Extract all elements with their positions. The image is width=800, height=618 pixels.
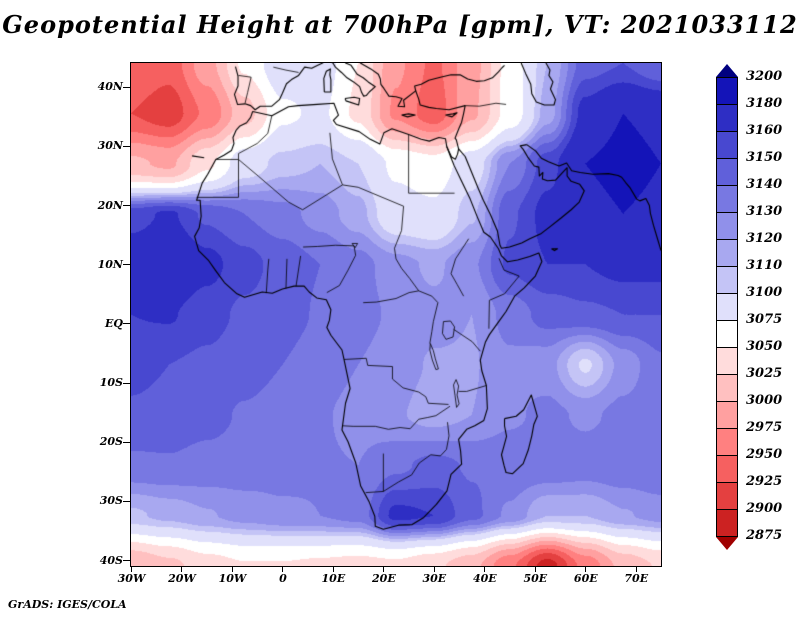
- colorbar: 3200 3180 3160 3150 3140 3130 3120 3110 3100 3075…: [716, 64, 800, 564]
- x-axis-tick-label: 20W: [168, 572, 196, 585]
- y-axis-tick: [123, 441, 130, 443]
- colorbar-swatch: [716, 482, 738, 510]
- colorbar-arrow-up-icon: [716, 64, 738, 77]
- y-axis-tick: [123, 323, 130, 325]
- colorbar-swatch: [716, 455, 738, 483]
- y-axis-tick: [123, 86, 130, 88]
- colorbar-tick-label: 2925: [746, 474, 783, 489]
- colorbar-tick-label: 3130: [746, 204, 783, 219]
- colorbar-swatch: [716, 104, 738, 132]
- y-axis-tick-label: EQ: [105, 316, 123, 330]
- colorbar-tick-label: 2900: [746, 501, 783, 516]
- colorbar-arrow-down-icon: [716, 537, 738, 550]
- y-axis-tick: [123, 145, 130, 147]
- x-axis-tick-label: 50E: [523, 572, 548, 585]
- colorbar-swatch: [716, 428, 738, 456]
- colorbar-swatch: [716, 239, 738, 267]
- colorbar-tick-label: 3180: [746, 96, 783, 111]
- x-axis-tick-label: 30W: [117, 572, 146, 585]
- colorbar-tick-label: 3000: [746, 393, 783, 408]
- colorbar-swatch: [716, 212, 738, 240]
- colorbar-swatch: [716, 401, 738, 429]
- colorbar-tick-label: 3100: [746, 285, 783, 300]
- y-axis-tick: [123, 264, 130, 266]
- colorbar-swatch: [716, 131, 738, 159]
- y-axis-tick: [123, 560, 130, 562]
- colorbar-swatch: [716, 374, 738, 402]
- colorbar-tick-label: 3150: [746, 150, 783, 165]
- colorbar-tick-label: 3075: [746, 312, 783, 327]
- colorbar-tick-label: 3140: [746, 177, 783, 192]
- map-canvas: [131, 63, 661, 566]
- y-axis-tick-label: 20N: [97, 198, 123, 212]
- x-axis-tick-label: 60E: [573, 572, 598, 585]
- colorbar-tick-label: 3120: [746, 231, 783, 246]
- colorbar-tick-label: 3025: [746, 366, 783, 381]
- colorbar-tick-label: 3110: [746, 258, 783, 273]
- colorbar-tick-label: 2950: [746, 447, 783, 462]
- colorbar-tick-label: 2975: [746, 420, 783, 435]
- y-axis-tick-label: 40S: [99, 553, 123, 567]
- x-axis-tick-label: 30E: [422, 572, 447, 585]
- colorbar-swatch: [716, 266, 738, 294]
- x-axis-tick-label: 10E: [321, 572, 346, 585]
- chart-title: Geopotential Height at 700hPa [gpm], VT:…: [2, 10, 798, 39]
- x-axis-tick-label: 40E: [472, 572, 497, 585]
- x-axis-tick-label: 10W: [218, 572, 247, 585]
- y-axis-tick-label: 40N: [97, 80, 123, 94]
- attribution: GrADS: IGES/COLA: [8, 598, 127, 611]
- colorbar-swatch: [716, 347, 738, 375]
- colorbar-tick-label: 3160: [746, 123, 783, 138]
- y-axis-tick: [123, 205, 130, 207]
- x-axis-tick-label: 0: [279, 572, 287, 585]
- y-axis-tick: [123, 382, 130, 384]
- colorbar-swatch: [716, 158, 738, 186]
- colorbar-swatch: [716, 293, 738, 321]
- colorbar-swatch: [716, 77, 738, 105]
- colorbar-tick-label: 3200: [746, 69, 783, 84]
- colorbar-tick-label: 2875: [746, 528, 783, 543]
- y-axis-tick-label: 30N: [97, 139, 123, 153]
- colorbar-tick-label: 3050: [746, 339, 783, 354]
- x-axis-tick-label: 20E: [372, 572, 396, 585]
- y-axis-tick-label: 30S: [99, 494, 123, 508]
- y-axis-tick-label: 10N: [97, 257, 123, 271]
- colorbar-swatch: [716, 509, 738, 537]
- y-axis-tick-label: 20S: [99, 435, 123, 449]
- colorbar-swatch: [716, 320, 738, 348]
- y-axis-tick: [123, 500, 130, 502]
- x-axis-tick-label: 70E: [624, 572, 649, 585]
- colorbar-swatch: [716, 185, 738, 213]
- y-axis-tick-label: 10S: [99, 376, 123, 390]
- plot-area: [130, 62, 662, 567]
